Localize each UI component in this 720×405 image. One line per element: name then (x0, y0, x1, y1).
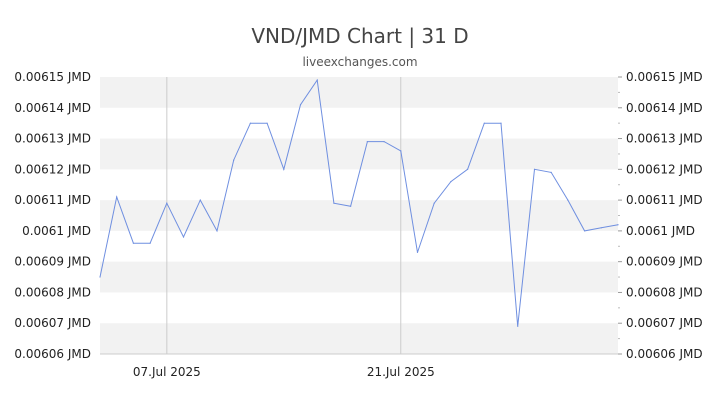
y-tick-label-right: 0.00611 JMD (626, 193, 703, 207)
x-tick-label: 07.Jul 2025 (133, 365, 201, 379)
data-point (383, 141, 385, 143)
data-point (600, 227, 602, 229)
y-tick-label-left: 0.00614 JMD (14, 101, 91, 115)
data-point (149, 242, 151, 244)
data-point (450, 181, 452, 183)
data-point (500, 122, 502, 124)
y-tick-label-left: 0.00608 JMD (14, 285, 91, 299)
data-point (467, 168, 469, 170)
data-point (283, 168, 285, 170)
grid-band (100, 323, 618, 354)
data-point (333, 202, 335, 204)
y-tick-label-left: 0.00611 JMD (14, 193, 91, 207)
data-point (249, 122, 251, 124)
y-tick-label-left: 0.00607 JMD (14, 316, 91, 330)
data-point (517, 325, 519, 327)
data-point (132, 242, 135, 244)
data-point (166, 202, 168, 204)
grid-band (100, 138, 618, 170)
y-tick-label-right: 0.00607 JMD (626, 316, 703, 330)
y-tick-label-right: 0.00614 JMD (626, 101, 703, 115)
data-point (299, 104, 302, 106)
data-point (266, 122, 268, 124)
data-point (433, 202, 435, 204)
y-tick-label-right: 0.00609 JMD (626, 255, 703, 269)
data-point (350, 205, 352, 207)
data-point (116, 196, 118, 198)
y-tick-label-left: 0.0061 JMD (22, 224, 91, 238)
data-point (199, 199, 201, 201)
data-point (583, 230, 586, 232)
y-tick-label-right: 0.00608 JMD (626, 285, 703, 299)
series-line (99, 78, 619, 327)
y-tick-label-right: 0.00613 JMD (626, 132, 703, 146)
y-tick-label-right: 0.00615 JMD (626, 70, 703, 84)
data-point (533, 168, 536, 170)
data-point (416, 251, 419, 254)
grid-band (100, 77, 618, 108)
data-point (216, 230, 218, 232)
data-point (483, 122, 485, 124)
y-tick-label-left: 0.00612 JMD (14, 162, 91, 176)
data-point (233, 159, 235, 161)
data-point (182, 236, 185, 238)
y-tick-label-left: 0.00606 JMD (14, 347, 91, 361)
y-tick-label-right: 0.00606 JMD (626, 347, 703, 361)
data-point (617, 224, 619, 226)
data-point (550, 171, 552, 174)
data-point (400, 150, 402, 152)
data-point (567, 199, 569, 201)
grid-band (100, 200, 618, 231)
chart-subtitle: liveexchanges.com (302, 55, 418, 69)
x-tick-label: 21.Jul 2025 (367, 365, 435, 379)
y-tick-label-right: 0.00612 JMD (626, 162, 703, 176)
data-point (99, 276, 101, 278)
grid-band (100, 261, 618, 293)
y-tick-label-left: 0.00615 JMD (14, 70, 91, 84)
y-tick-label-right: 0.0061 JMD (626, 224, 695, 238)
data-point (316, 79, 318, 81)
data-point (366, 141, 368, 143)
y-tick-label-left: 0.00609 JMD (14, 255, 91, 269)
y-tick-label-left: 0.00613 JMD (14, 132, 91, 146)
chart-title: VND/JMD Chart | 31 D (251, 24, 469, 48)
